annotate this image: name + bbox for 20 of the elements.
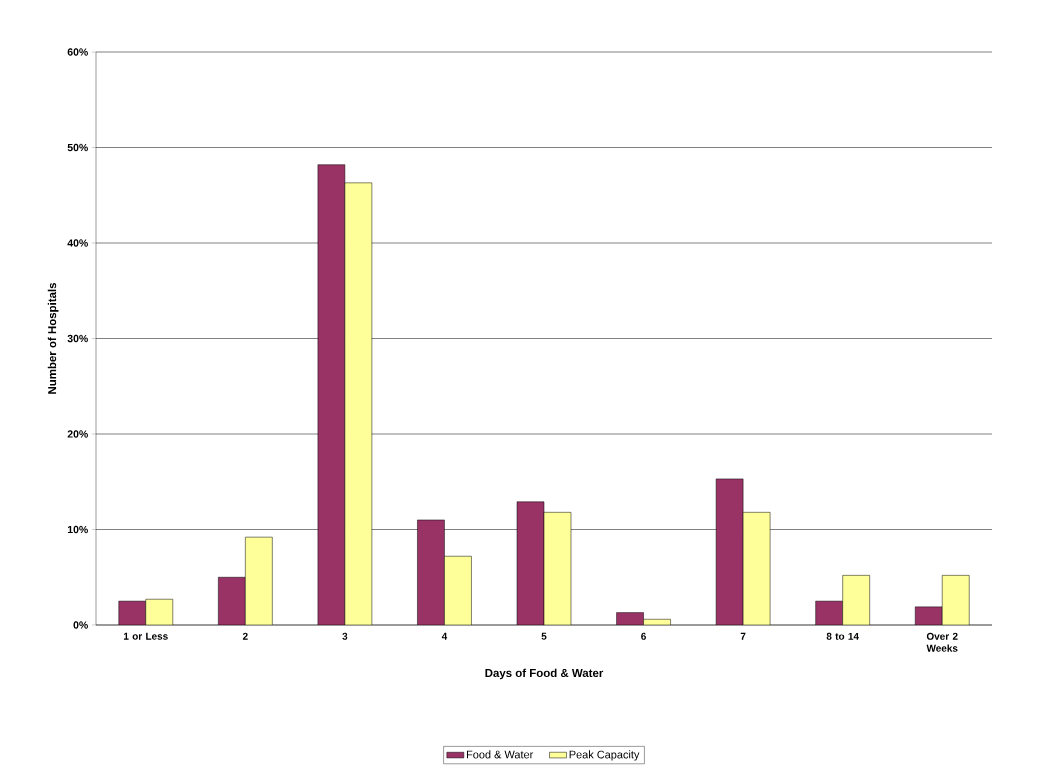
legend-label: Food & Water: [466, 750, 534, 759]
y-tick-label: 60%: [67, 48, 88, 56]
y-tick-label: 30%: [67, 334, 88, 343]
x-tick-label: 2: [242, 632, 248, 640]
x-tick-label: 4: [441, 632, 448, 640]
x-tick-label: 8 to 14: [826, 632, 859, 640]
y-tick-label: 40%: [67, 239, 88, 247]
x-tick-label: 3: [342, 632, 348, 640]
x-tick-label: 1 or Less: [123, 632, 168, 640]
x-axis-title: Days of Food & Water: [485, 668, 604, 680]
y-tick-label: 0%: [73, 621, 88, 629]
x-tick-label: Over 2 Weeks: [926, 632, 958, 652]
x-tick-label: 7: [740, 632, 746, 640]
x-tick-label: 6: [641, 632, 646, 640]
y-tick-label: 20%: [67, 430, 88, 438]
y-axis-title: Number of Hospitals: [47, 282, 59, 394]
y-tick-label: 50%: [67, 143, 88, 152]
x-tick-label: 5: [541, 632, 547, 640]
legend-label: Peak Capacity: [569, 750, 640, 761]
y-tick-label: 10%: [67, 525, 88, 534]
